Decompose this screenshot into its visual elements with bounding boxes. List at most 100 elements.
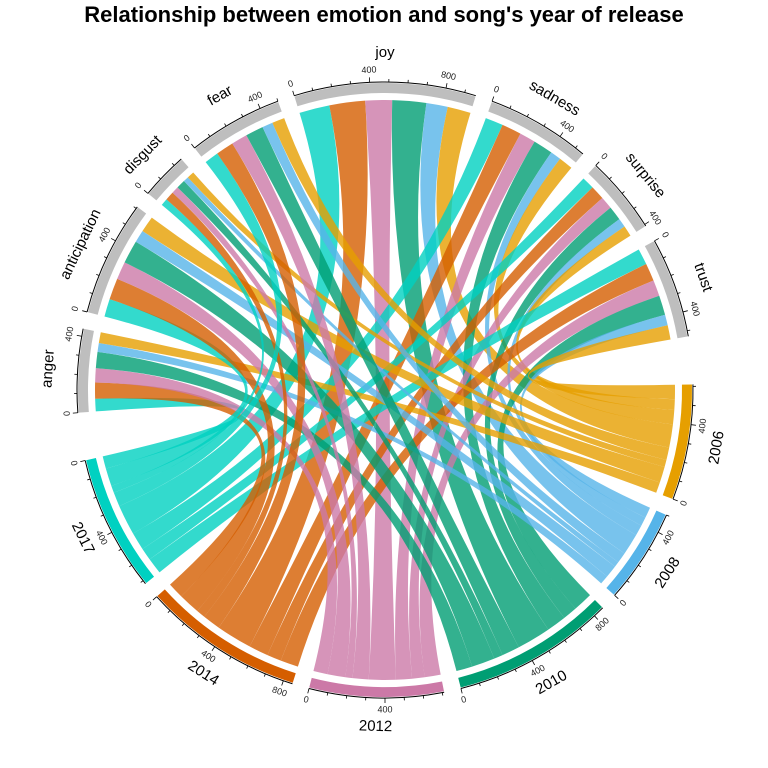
tick-label: 800 (440, 69, 457, 82)
tick-label: 800 (271, 684, 288, 698)
tick-mark (118, 548, 122, 551)
chord-fear-2017 (113, 153, 283, 507)
sector-trust: 0 400 trust (644, 230, 716, 339)
tick-mark (107, 531, 113, 535)
tick-mark (648, 548, 652, 551)
tick-mark (80, 460, 86, 463)
chord-fear-2010 (246, 127, 519, 656)
chord-anticipation-2008 (135, 230, 615, 577)
chord-joy-2008 (420, 102, 637, 554)
sector-band-fear (195, 102, 282, 157)
tick-label: 0 (61, 411, 71, 417)
tick-mark (688, 443, 692, 445)
tick-label: 0 (69, 305, 80, 312)
chord-anger-2017 (95, 397, 243, 469)
tick-mark (82, 310, 88, 313)
tick-label: 400 (647, 209, 664, 227)
tick-mark (140, 580, 144, 583)
tick-mark (509, 105, 512, 109)
sector-label-2012: 2012 (359, 717, 393, 735)
chord-fear-2012 (232, 135, 371, 680)
tick-mark (281, 680, 284, 686)
tick-mark (143, 189, 149, 194)
sector-axis-anger (76, 328, 84, 413)
tick-mark (122, 222, 126, 225)
tick-mark (158, 176, 161, 180)
sector-fear: 0 400 fear (182, 82, 282, 157)
chord-anger-2010 (95, 351, 473, 672)
tick-mark (445, 83, 448, 89)
sector-joy: 0 400 800 joy (287, 44, 476, 107)
tick-label: 0 (460, 694, 467, 705)
tick-mark (311, 87, 314, 91)
tick-mark (229, 656, 232, 660)
tick-mark (307, 688, 310, 694)
chord-surprise-2010 (484, 207, 620, 618)
tick-label: 0 (492, 84, 500, 95)
tick-mark (657, 531, 663, 535)
tick-mark (614, 595, 619, 599)
chart-title: Relationship between emotion and song's … (84, 2, 684, 27)
tick-mark (152, 596, 157, 601)
tick-mark (526, 113, 529, 117)
tick-mark (684, 462, 688, 464)
sector-axis-anticipation (86, 206, 138, 313)
tick-mark (644, 221, 650, 225)
sector-label-2014: 2014 (185, 657, 222, 689)
tick-label: 0 (182, 133, 192, 144)
tick-mark (594, 615, 599, 620)
tick-mark (609, 176, 612, 180)
chord-anticipation-2014 (109, 278, 275, 612)
tick-mark (110, 238, 116, 242)
tick-mark (133, 206, 137, 209)
sector-label-anger: anger (38, 349, 57, 388)
tick-mark (464, 89, 466, 93)
tick-mark (103, 256, 107, 259)
tick-label: 0 (678, 499, 689, 507)
tick-mark (96, 274, 100, 276)
tick-label: 0 (618, 598, 629, 608)
sector-label-trust: trust (690, 261, 716, 295)
tick-mark (638, 564, 642, 568)
sector-axis-joy (294, 81, 476, 97)
tick-mark (531, 660, 535, 666)
sector-label-2008: 2008 (651, 554, 683, 591)
sector-axis-2014 (156, 596, 293, 685)
tick-mark (559, 132, 564, 137)
chord-anticipation-2012 (117, 262, 351, 678)
sector-band-2014 (157, 589, 296, 683)
tick-mark (595, 161, 600, 166)
sector-axis-2012 (308, 687, 445, 699)
sector-label-fear: fear (205, 82, 236, 109)
sector-label-sadness: sadness (526, 77, 583, 120)
tick-mark (246, 665, 249, 669)
chord-sadness-2010 (463, 141, 565, 630)
tick-label: 400 (96, 226, 112, 244)
tick-label: 400 (558, 118, 576, 135)
tick-mark (543, 123, 546, 127)
tick-label: 400 (63, 326, 75, 343)
sector-axis-trust (654, 240, 689, 337)
sector-band-2010 (458, 600, 603, 688)
chords-layer (94, 100, 675, 681)
chord-trust-2017 (149, 249, 647, 573)
tick-mark (626, 580, 630, 583)
tick-mark (241, 113, 244, 117)
tick-label: 400 (688, 300, 701, 317)
sector-axis-sadness (491, 100, 584, 155)
sector-label-disgust: disgust (120, 131, 166, 178)
tick-mark (575, 145, 578, 149)
chord-surprise-2017 (142, 178, 593, 560)
sector-axis-2008 (614, 514, 667, 596)
sector-axis-2017 (84, 460, 146, 584)
sector-label-2006: 2006 (705, 430, 727, 466)
chord-fear-2014 (204, 143, 306, 628)
tick-mark (292, 90, 295, 96)
tick-mark (93, 496, 97, 499)
tick-mark (497, 676, 499, 680)
tick-mark (579, 628, 583, 632)
sector-band-anger (78, 328, 94, 413)
